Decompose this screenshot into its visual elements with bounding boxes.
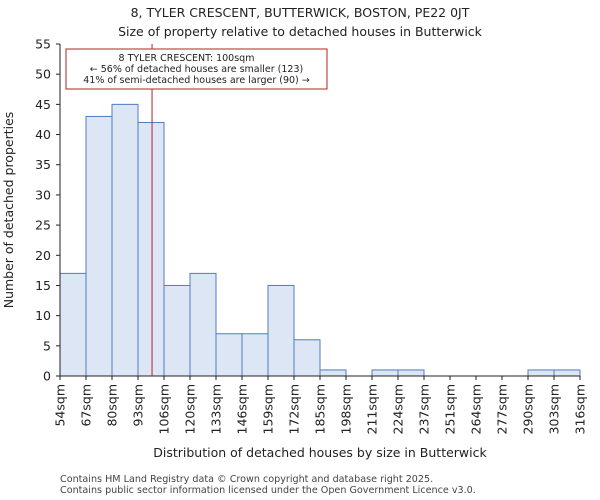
x-tick-label-146sqm: 146sqm: [235, 384, 250, 434]
annotation-box: [65, 48, 328, 90]
bar-185sqm: [319, 369, 347, 377]
annotation-line-1: 8 TYLER CRESCENT: 100sqm: [119, 53, 255, 64]
bar-146sqm: [241, 333, 269, 377]
x-tick-label-106sqm: 106sqm: [157, 384, 172, 434]
y-tick-label-5: 5: [43, 338, 51, 353]
y-tick-label-45: 45: [35, 97, 51, 112]
y-tick-label-50: 50: [35, 67, 51, 82]
bar-303sqm: [553, 369, 581, 377]
x-axis: 54sqm 67sqm 80sqm 93sqm 106sqm 120sqm 133sqm 14…: [53, 375, 588, 434]
x-tick-label-54sqm: 54sqm: [53, 384, 68, 427]
bar-54sqm: [59, 272, 87, 377]
y-tick-label-40: 40: [35, 127, 51, 142]
y-tick-label-10: 10: [35, 308, 51, 323]
bar-93sqm: [137, 121, 165, 377]
x-tick-label-237sqm: 237sqm: [417, 384, 432, 434]
annotation-line-3: 41% of semi-detached houses are larger (…: [83, 75, 310, 86]
x-tick-label-224sqm: 224sqm: [391, 384, 406, 434]
y-tick-label-35: 35: [35, 157, 51, 172]
x-tick-label-290sqm: 290sqm: [521, 384, 536, 434]
x-tick-label-264sqm: 264sqm: [469, 384, 484, 434]
x-tick-label-198sqm: 198sqm: [339, 384, 354, 434]
y-tick-label-15: 15: [35, 278, 51, 293]
y-axis-title: Number of detached properties: [1, 112, 16, 309]
y-tick-label-30: 30: [35, 187, 51, 202]
x-tick-label-277sqm: 277sqm: [495, 384, 510, 434]
chart-title-block: 8, TYLER CRESCENT, BUTTERWICK, BOSTON, P…: [0, 3, 600, 41]
x-tick-label-303sqm: 303sqm: [547, 384, 562, 434]
footer: Contains HM Land Registry data © Crown c…: [60, 474, 476, 496]
chart-title: 8, TYLER CRESCENT, BUTTERWICK, BOSTON, P…: [130, 5, 470, 20]
y-tick-label-55: 55: [35, 37, 51, 52]
x-tick-label-251sqm: 251sqm: [443, 384, 458, 434]
x-tick-label-172sqm: 172sqm: [287, 384, 302, 434]
y-axis: 0 5 10 15 20 25 30 35 40 45 50 55: [35, 37, 61, 384]
x-tick-label-133sqm: 133sqm: [209, 384, 224, 434]
y-tick-label-25: 25: [35, 218, 51, 233]
bar-159sqm: [267, 284, 295, 377]
x-tick-label-93sqm: 93sqm: [131, 384, 146, 427]
bar-80sqm: [111, 103, 139, 377]
y-tick-label-20: 20: [35, 248, 51, 263]
bar-211sqm: [371, 369, 399, 377]
x-axis-title: Distribution of detached houses by size …: [153, 445, 487, 460]
bar-290sqm: [527, 369, 555, 377]
bar-120sqm: [189, 272, 217, 377]
footer-line-2: Contains public sector information licen…: [60, 485, 476, 496]
bar-67sqm: [85, 115, 113, 377]
x-tick-label-120sqm: 120sqm: [183, 384, 198, 434]
x-tick-label-159sqm: 159sqm: [261, 384, 276, 434]
bar-chart: 0 5 10 15 20 25 30 35 40 45 50 55 54sqm 67sqm 80sqm 93…: [1, 37, 588, 461]
bars-group: [59, 103, 581, 377]
bar-133sqm: [215, 333, 243, 377]
x-tick-label-67sqm: 67sqm: [79, 384, 94, 427]
x-tick-label-211sqm: 211sqm: [365, 384, 380, 434]
bar-224sqm: [397, 369, 425, 377]
y-tick-label-0: 0: [43, 369, 51, 384]
property-marker: 8 TYLER CRESCENT: 100sqm← 56% of detache…: [65, 44, 328, 376]
footer-line-1: Contains HM Land Registry data © Crown c…: [60, 474, 434, 485]
x-tick-label-185sqm: 185sqm: [313, 384, 328, 434]
x-tick-label-80sqm: 80sqm: [105, 384, 120, 427]
x-tick-label-316sqm: 316sqm: [573, 384, 588, 434]
bar-172sqm: [293, 339, 321, 377]
bar-106sqm: [163, 284, 191, 377]
annotation-line-2: ← 56% of detached houses are smaller (12…: [90, 64, 303, 75]
chart-subtitle: Size of property relative to detached ho…: [118, 24, 482, 39]
